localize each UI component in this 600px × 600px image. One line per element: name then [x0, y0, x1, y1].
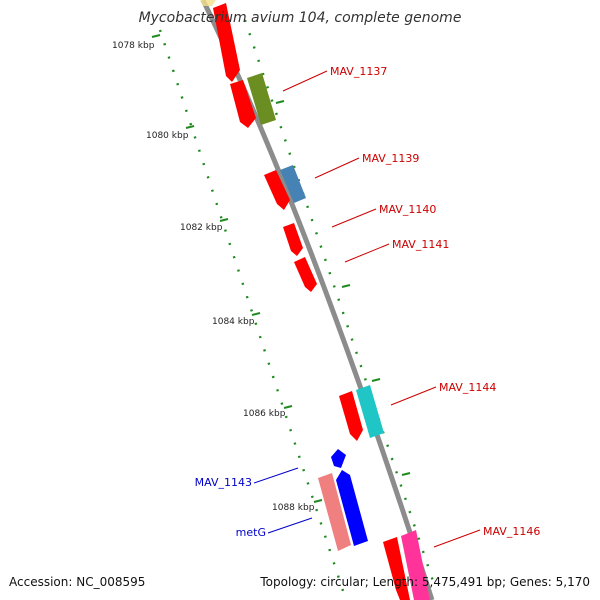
- major-tick: [219, 218, 229, 222]
- major-tick: [341, 284, 351, 288]
- leader-MAV_1141: [344, 243, 390, 263]
- gene-MAV_1141: [294, 257, 317, 292]
- inner-dotted-guide: [158, 29, 348, 600]
- outer-tick-guide: [243, 19, 438, 591]
- gene-MAV_1137: [247, 73, 276, 125]
- leader-MAV_1140: [331, 208, 377, 228]
- gene-MAV_1144: [356, 385, 384, 438]
- leader-MAV_1139: [314, 157, 360, 179]
- major-tick: [313, 499, 323, 503]
- major-tick: [151, 34, 161, 38]
- major-tick: [251, 312, 261, 316]
- gene-feature: [383, 537, 410, 600]
- gene-label[interactable]: MAV_1146: [483, 525, 540, 538]
- gene-feature: [339, 391, 363, 441]
- map-title: Mycobacterium avium 104, complete genome: [138, 10, 462, 26]
- gene-feature: [331, 449, 346, 468]
- major-tick: [401, 472, 411, 476]
- gene-label[interactable]: MAV_1137: [330, 65, 387, 78]
- gene-label[interactable]: MAV_1139: [362, 152, 419, 165]
- major-tick: [185, 125, 195, 129]
- gene-feature: [264, 170, 290, 210]
- genes: [200, 0, 430, 600]
- kbp-label: 1088 kbp: [272, 503, 315, 513]
- genome-summary-text: Topology: circular; Length: 5,475,491 bp…: [260, 575, 590, 589]
- gene-feature: [230, 80, 256, 128]
- label-leaders: [253, 70, 481, 548]
- kbp-label: 1084 kbp: [212, 317, 255, 327]
- kbp-label: 1080 kbp: [146, 131, 189, 141]
- gene-MAV_1139: [280, 165, 306, 203]
- major-tick: [371, 378, 381, 382]
- kbp-label: 1086 kbp: [243, 409, 286, 419]
- gene-label[interactable]: MAV_1143: [195, 476, 252, 489]
- leader-MAV_1146: [433, 529, 481, 548]
- gene-label[interactable]: MAV_1140: [379, 203, 436, 216]
- gene-MAV_1140: [283, 223, 303, 256]
- inner-tick-guide: [151, 29, 348, 600]
- gene-MAV_1143: [336, 470, 368, 546]
- gene-labels: MAV_1137 MAV_1139 MAV_1140 MAV_1141 MAV_…: [195, 65, 541, 539]
- gene-metG-neighbor: [318, 473, 351, 551]
- major-tick: [275, 100, 285, 104]
- accession-text: Accession: NC_008595: [9, 575, 146, 589]
- gene-feature: [200, 0, 216, 6]
- gene-feature: [213, 3, 240, 82]
- leader-MAV_1137: [282, 70, 328, 92]
- gene-label[interactable]: metG: [236, 526, 266, 539]
- gene-label[interactable]: MAV_1141: [392, 238, 449, 251]
- kbp-labels: 1078 kbp 1080 kbp 1082 kbp 1084 kbp 1086…: [112, 41, 315, 513]
- kbp-label: 1082 kbp: [180, 223, 223, 233]
- gene-MAV_1146: [401, 530, 430, 600]
- leader-metG: [267, 517, 313, 534]
- gene-label[interactable]: MAV_1144: [439, 381, 496, 394]
- major-tick: [283, 405, 293, 409]
- kbp-label: 1078 kbp: [112, 41, 155, 51]
- leader-MAV_1143: [253, 467, 299, 484]
- leader-MAV_1144: [390, 386, 437, 406]
